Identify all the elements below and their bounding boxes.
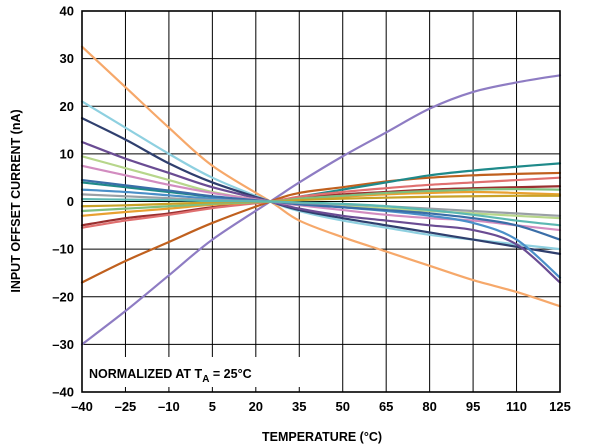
series-group xyxy=(80,45,562,346)
annotation: NORMALIZED AT TA = 25°C xyxy=(89,367,252,385)
series-line-6 xyxy=(80,140,562,284)
x-tick-label: 20 xyxy=(249,399,263,414)
y-tick-label: 10 xyxy=(60,146,74,161)
y-tick-label: –40 xyxy=(52,385,74,400)
series-line-18 xyxy=(80,198,562,227)
y-tick-label: 30 xyxy=(60,51,74,66)
plot-frame xyxy=(81,10,561,393)
x-tick-label: 5 xyxy=(209,399,216,414)
grid xyxy=(81,10,561,393)
series-line-9 xyxy=(80,164,562,232)
y-axis-label: INPUT OFFSET CURRENT (nA) xyxy=(9,109,23,292)
x-tick-label: 95 xyxy=(466,399,480,414)
y-tick-label: –20 xyxy=(52,289,74,304)
series-line-17 xyxy=(80,194,562,208)
x-tick-labels: –40 –25 –10 5 20 35 50 65 80 95 110 125 xyxy=(71,399,571,414)
series-line-11 xyxy=(80,176,562,229)
y-tick-label: –10 xyxy=(52,242,74,257)
y-tick-label: 40 xyxy=(60,4,74,19)
x-axis-label: TEMPERATURE (°C) xyxy=(262,430,382,444)
annotation-background xyxy=(84,357,316,387)
y-tick-labels: –40 –30 –20 –10 0 10 20 30 40 xyxy=(52,4,74,400)
x-tick-label: 35 xyxy=(292,399,306,414)
series-line-1 xyxy=(80,74,562,346)
series-line-15 xyxy=(80,188,562,213)
series-line-14 xyxy=(80,178,562,241)
series-line-2 xyxy=(80,45,562,308)
x-tick-label: 125 xyxy=(549,399,571,414)
series-line-3 xyxy=(80,171,562,284)
series-line-10 xyxy=(80,185,562,227)
y-tick-label: 20 xyxy=(60,99,74,114)
x-tick-label: –10 xyxy=(158,399,180,414)
x-tick-label: 80 xyxy=(422,399,436,414)
x-tick-label: –40 xyxy=(71,399,93,414)
x-tick-label: 50 xyxy=(335,399,349,414)
y-tick-label: –30 xyxy=(52,337,74,352)
x-tick-label: 65 xyxy=(379,399,393,414)
y-tick-label: 0 xyxy=(67,194,74,209)
x-tick-label: 110 xyxy=(506,399,527,414)
x-tick-label: –25 xyxy=(115,399,137,414)
series-line-5 xyxy=(80,117,562,255)
